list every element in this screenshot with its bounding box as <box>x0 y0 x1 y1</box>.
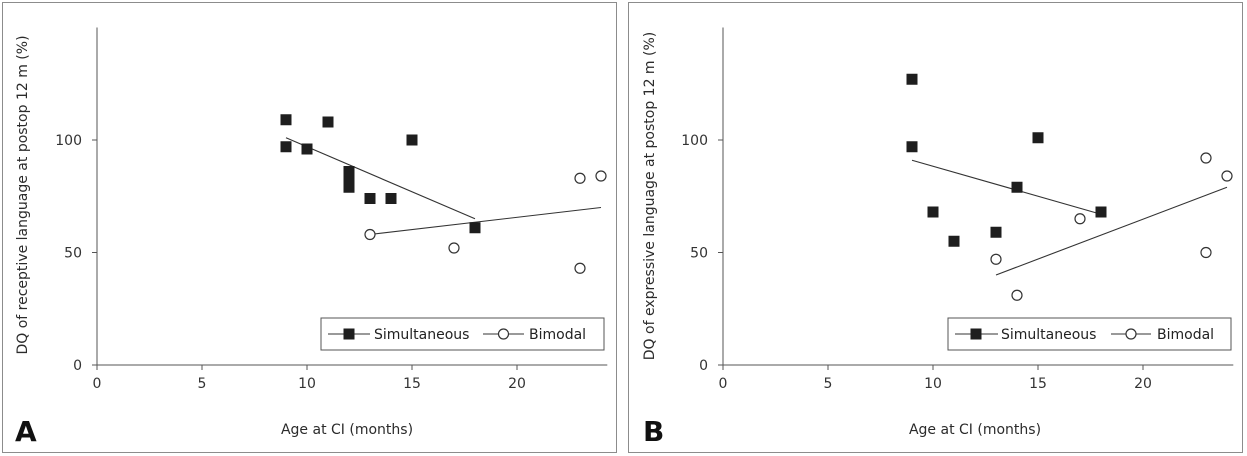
trend-line-bimodal <box>369 206 602 236</box>
legend-label-simultaneous: Simultaneous <box>1001 327 1096 343</box>
x-tick-label: 10 <box>924 376 942 392</box>
simultaneous-point <box>1095 206 1107 218</box>
simultaneous-point <box>343 181 355 193</box>
legend-label-simultaneous: Simultaneous <box>374 327 469 343</box>
legend-item-bimodal: Bimodal <box>1111 327 1214 343</box>
x-axis-label: Age at CI (months) <box>281 422 413 438</box>
panel-a: 0 5 10 15 20 0 50 100 DQ of receptive language … <box>2 2 617 453</box>
x-tick-label: 5 <box>198 376 207 392</box>
simultaneous-point <box>385 193 397 204</box>
simultaneous-point <box>1011 181 1023 193</box>
filled-square-icon <box>970 328 982 340</box>
simultaneous-point <box>301 143 313 155</box>
trend-line-bimodal <box>995 186 1228 276</box>
simultaneous-point <box>927 206 939 218</box>
y-tick-label: 100 <box>55 133 82 149</box>
simultaneous-point <box>906 73 918 85</box>
bimodal-point <box>1074 213 1086 225</box>
simultaneous-point <box>948 235 960 247</box>
open-circle-icon <box>497 328 510 340</box>
legend-item-simultaneous: Simultaneous <box>328 327 469 343</box>
simultaneous-point <box>322 116 334 128</box>
x-tick-label: 0 <box>93 376 102 392</box>
simultaneous-point <box>406 134 418 146</box>
y-axis-label: DQ of expressive language at postop 12 m… <box>642 32 658 361</box>
x-tick-label: 15 <box>403 376 421 392</box>
simultaneous-point <box>990 226 1002 238</box>
y-tick-label: 50 <box>690 246 708 262</box>
bimodal-point <box>574 172 586 184</box>
bimodal-point <box>448 242 460 254</box>
legend: Simultaneous Bimodal <box>320 317 605 351</box>
simultaneous-point <box>280 141 292 153</box>
chart-panel-a: 0 5 10 15 20 0 50 100 DQ of receptive language … <box>15 27 608 448</box>
x-tick-label: 0 <box>719 376 728 392</box>
simultaneous-point <box>343 175 355 186</box>
x-tick-label: 5 <box>824 376 833 392</box>
simultaneous-point <box>469 222 481 234</box>
legend-label-bimodal: Bimodal <box>529 327 586 343</box>
bimodal-point <box>595 170 607 182</box>
y-tick-label: 50 <box>64 246 82 262</box>
simultaneous-point <box>1032 132 1044 144</box>
bimodal-point <box>1011 289 1023 301</box>
panel-label: B <box>643 415 664 448</box>
bimodal-point <box>1200 152 1212 164</box>
simultaneous-point <box>906 141 918 153</box>
bimodal-point <box>1200 246 1212 259</box>
y-tick-label: 100 <box>681 133 708 149</box>
bimodal-point <box>990 253 1002 265</box>
simultaneous-point <box>280 114 292 126</box>
legend-label-bimodal: Bimodal <box>1157 327 1214 343</box>
bimodal-point <box>1221 170 1233 182</box>
x-tick-label: 20 <box>1134 376 1152 392</box>
bimodal-point <box>364 228 376 241</box>
simultaneous-point <box>364 193 376 204</box>
panel-b: 0 5 10 15 20 0 50 100 DQ of expressive language… <box>628 2 1243 453</box>
y-axis-label: DQ of receptive language at postop 12 m … <box>15 35 31 354</box>
trend-line-simultaneous <box>911 159 1102 215</box>
open-circle-icon <box>1125 328 1137 340</box>
panel-label: A <box>15 415 37 448</box>
y-tick-label: 0 <box>73 358 82 374</box>
chart-panel-b: 0 5 10 15 20 0 50 100 DQ of expressive language… <box>642 27 1234 448</box>
legend: Simultaneous Bimodal <box>947 317 1232 351</box>
x-tick-label: 20 <box>508 376 526 392</box>
filled-square-icon <box>343 328 355 340</box>
legend-item-simultaneous: Simultaneous <box>955 327 1096 343</box>
plot-area: 0 5 10 15 20 0 50 100 <box>681 27 1234 392</box>
bimodal-point <box>574 262 586 274</box>
x-tick-label: 10 <box>298 376 316 392</box>
y-tick-label: 0 <box>699 358 708 374</box>
x-tick-label: 15 <box>1029 376 1047 392</box>
trend-line-simultaneous <box>285 137 476 220</box>
plot-area: 0 5 10 15 20 0 50 100 <box>55 27 608 392</box>
legend-item-bimodal: Bimodal <box>483 327 586 343</box>
x-axis-label: Age at CI (months) <box>909 422 1041 438</box>
simultaneous-point <box>343 166 355 177</box>
